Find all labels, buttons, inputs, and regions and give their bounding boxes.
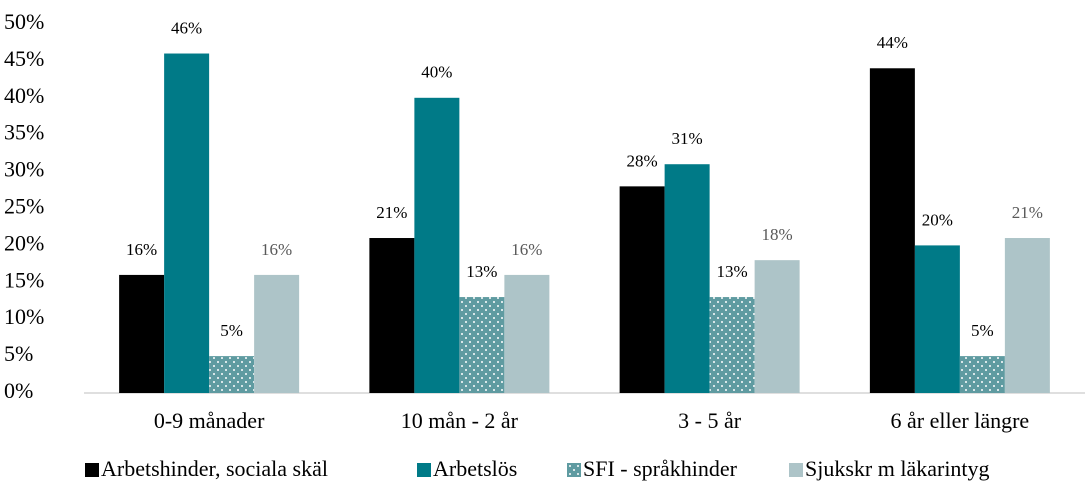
bar xyxy=(369,238,415,393)
bar xyxy=(914,245,960,393)
value-label: 44% xyxy=(877,33,908,52)
x-tick-label: 10 mån - 2 år xyxy=(401,408,519,433)
value-label: 5% xyxy=(971,321,994,340)
legend-swatch xyxy=(417,463,431,477)
y-tick-label: 50% xyxy=(4,9,44,34)
bar xyxy=(959,356,1005,393)
bar xyxy=(254,274,300,393)
y-tick-label: 5% xyxy=(4,341,33,366)
value-label: 46% xyxy=(171,18,202,37)
legend-label: Arbetshinder, sociala skäl xyxy=(101,456,328,481)
y-tick-label: 25% xyxy=(4,194,44,219)
bar xyxy=(459,297,505,393)
value-label: 20% xyxy=(922,210,953,229)
bar xyxy=(164,53,210,394)
x-tick-label: 6 år eller längre xyxy=(891,408,1030,433)
bar xyxy=(709,297,755,393)
bar xyxy=(209,356,255,393)
bar xyxy=(1004,238,1050,393)
y-tick-label: 35% xyxy=(4,120,44,145)
bar xyxy=(619,186,665,393)
value-label: 21% xyxy=(1012,203,1043,222)
bar xyxy=(754,260,800,393)
bar xyxy=(504,274,550,393)
value-label: 31% xyxy=(672,129,703,148)
y-tick-label: 20% xyxy=(4,230,44,255)
value-label: 13% xyxy=(717,262,748,281)
x-tick-label: 3 - 5 år xyxy=(678,408,742,433)
bar xyxy=(119,274,165,393)
y-tick-label: 40% xyxy=(4,83,44,108)
value-label: 16% xyxy=(261,240,292,259)
value-label: 40% xyxy=(421,63,452,82)
value-label: 16% xyxy=(126,240,157,259)
y-tick-label: 30% xyxy=(4,157,44,182)
value-label: 5% xyxy=(220,321,243,340)
legend-label: SFI - språkhinder xyxy=(583,456,738,481)
value-label: 21% xyxy=(376,203,407,222)
bar xyxy=(664,164,710,393)
legend-swatch xyxy=(789,463,803,477)
legend-label: Arbetslös xyxy=(433,456,517,481)
bar xyxy=(869,68,915,393)
legend-swatch xyxy=(567,463,581,477)
legend-swatch xyxy=(85,463,99,477)
y-tick-label: 45% xyxy=(4,46,44,71)
value-label: 13% xyxy=(466,262,497,281)
value-label: 16% xyxy=(511,240,542,259)
value-label: 18% xyxy=(762,225,793,244)
y-tick-label: 10% xyxy=(4,304,44,329)
bar xyxy=(414,97,460,394)
x-tick-label: 0-9 månader xyxy=(154,408,265,433)
value-label: 28% xyxy=(627,151,658,170)
y-tick-label: 0% xyxy=(4,378,33,403)
legend-label: Sjukskr m läkarintyg xyxy=(805,456,990,481)
y-tick-label: 15% xyxy=(4,267,44,292)
